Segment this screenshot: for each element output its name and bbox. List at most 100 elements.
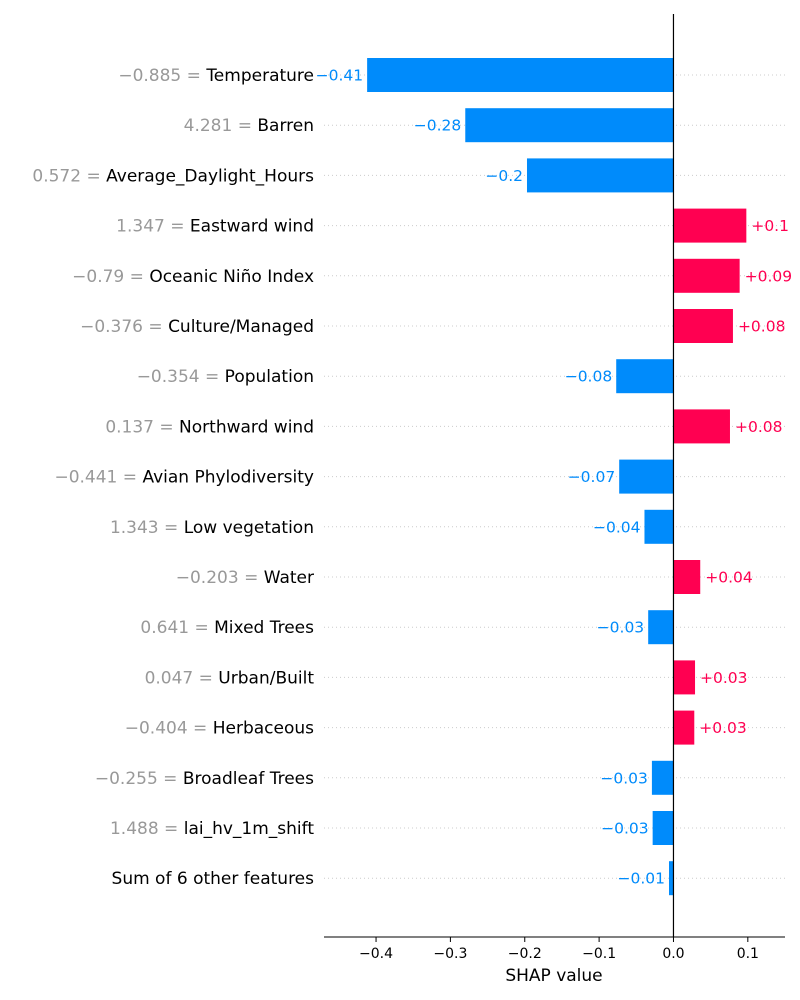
bar-value-label: +0.04 [705,569,753,587]
feature-value: 0.137 [105,417,154,437]
feature-name: Broadleaf Trees [183,769,314,789]
x-tick-label: −0.4 [359,946,393,962]
feature-name: lai_hv_1m_shift [184,819,315,839]
x-tick-label: 0.1 [737,946,759,962]
feature-label: Sum of 6 other features [112,869,315,889]
bar-value-label: +0.1 [751,217,789,235]
feature-value: 0.641 [140,618,189,638]
feature-name: Avian Phylodiversity [142,468,314,488]
equals-sign: = [124,267,149,287]
bar-2 [526,158,674,193]
bar-value-label: −0.07 [568,468,616,486]
x-tick-label: 0.0 [662,946,684,962]
equals-sign: = [159,819,184,839]
feature-name: Low vegetation [184,518,314,538]
bar-8 [619,459,674,494]
feature-label: −0.441 = Avian Phylodiversity [54,468,314,488]
bar-value-label: −0.03 [600,769,648,787]
feature-name: Water [264,568,314,588]
bar-14 [651,760,674,795]
feature-label: −0.354 = Population [137,367,314,387]
feature-name: Urban/Built [218,668,314,688]
equals-sign: = [143,317,168,337]
bar-12 [673,660,696,695]
equals-sign: = [181,66,206,86]
grid-lines [324,74,785,879]
bar-15 [652,811,674,845]
feature-name: Population [225,367,314,387]
feature-name: Barren [257,116,314,136]
equals-sign: = [189,618,214,638]
bar-value-label: +0.08 [735,418,783,436]
feature-value: −0.885 [118,66,181,86]
bar-13 [673,710,695,745]
feature-label: −0.203 = Water [176,568,314,588]
feature-label: −0.255 = Broadleaf Trees [95,769,314,789]
bar-10 [673,560,701,594]
feature-value: −0.79 [72,267,124,287]
bar-11 [648,610,674,645]
feature-label: −0.885 = Temperature [118,66,314,86]
bar-value-label: +0.08 [738,318,786,336]
bar-value-label: −0.41 [316,67,364,85]
feature-name: Average_Daylight_Hours [106,166,314,186]
bar-value-label: +0.09 [745,267,793,285]
feature-label: 1.343 = Low vegetation [110,518,314,538]
feature-name: Oceanic Niño Index [149,267,314,287]
equals-sign: = [159,518,184,538]
feature-labels: −0.885 = Temperature 4.281 = Barren 0.572 … [32,66,314,889]
feature-name: Northward wind [179,417,314,437]
bar-1 [465,108,674,143]
bar-value-label: −0.08 [565,368,613,386]
feature-label: 4.281 = Barren [184,116,314,136]
bar-3 [673,208,747,243]
feature-label: 0.047 = Urban/Built [145,668,315,688]
feature-value: −0.441 [54,468,117,488]
feature-value: −0.404 [125,719,188,739]
bars: −0.41 −0.28 −0.2 +0.1 +0.09 +0.08 −0.08 +0.08 −0… [316,58,793,896]
feature-value: 1.347 [116,217,165,237]
equals-sign: = [232,116,257,136]
bar-5 [673,309,733,343]
bar-value-label: −0.03 [597,619,645,637]
feature-value: −0.255 [95,769,158,789]
equals-sign: = [154,417,179,437]
feature-value: −0.203 [176,568,239,588]
x-tick-label: −0.1 [582,946,616,962]
feature-name: Herbaceous [213,719,314,739]
bar-16 [669,861,674,896]
feature-value: 1.343 [110,518,159,538]
feature-label: −0.404 = Herbaceous [125,719,314,739]
equals-sign: = [200,367,225,387]
feature-label: 0.137 = Northward wind [105,417,314,437]
equals-sign: = [81,166,106,186]
bar-value-label: −0.28 [414,117,462,135]
bar-value-label: −0.04 [593,518,641,536]
x-tick-label: −0.3 [433,946,467,962]
equals-sign: = [158,769,183,789]
feature-value: 0.572 [32,166,81,186]
feature-name: Sum of 6 other features [112,869,315,889]
feature-name: Culture/Managed [168,317,314,337]
feature-label: −0.376 = Culture/Managed [80,317,314,337]
equals-sign: = [239,568,264,588]
feature-value: 4.281 [184,116,233,136]
feature-name: Eastward wind [190,217,314,237]
bar-9 [644,509,674,544]
bar-4 [673,258,740,293]
x-axis-title: SHAP value [505,966,602,986]
feature-label: 1.347 = Eastward wind [116,217,314,237]
x-axis: −0.4 −0.3 −0.2 −0.1 0.0 0.1 [324,14,785,962]
bar-value-label: −0.2 [485,167,523,185]
feature-label: 0.641 = Mixed Trees [140,618,314,638]
feature-value: −0.376 [80,317,143,337]
feature-label: −0.79 = Oceanic Niño Index [72,267,314,287]
equals-sign: = [188,719,213,739]
equals-sign: = [117,468,142,488]
feature-label: 0.572 = Average_Daylight_Hours [32,166,314,186]
bar-7 [673,409,730,444]
feature-name: Mixed Trees [214,618,314,638]
bar-value-label: −0.01 [618,870,666,888]
feature-value: −0.354 [137,367,200,387]
